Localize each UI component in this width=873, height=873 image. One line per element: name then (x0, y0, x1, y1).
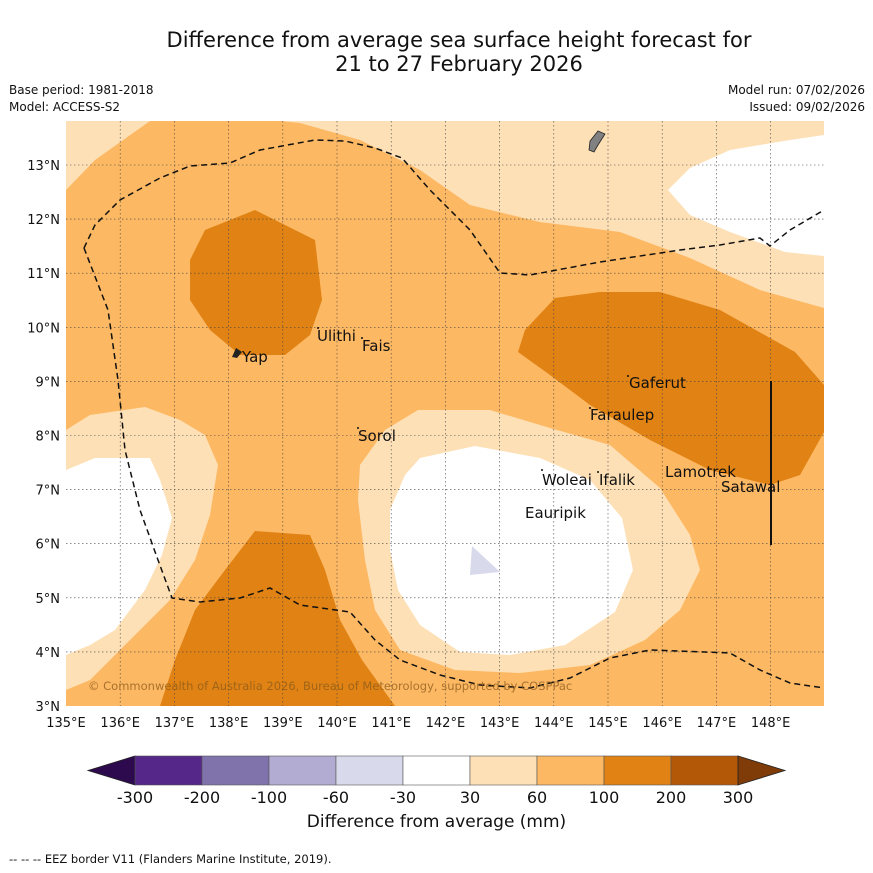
lon-label: 135°E (46, 716, 86, 731)
lat-label: 6°N (36, 538, 61, 553)
band-neg30-neg60-patch (470, 546, 500, 575)
title-line-2: 21 to 27 February 2026 (335, 52, 583, 76)
place-woleai: Woleai (542, 471, 592, 489)
colorbar-swatch (268, 755, 337, 786)
lon-label: 147°E (697, 716, 737, 731)
colorbar-title: Difference from average (mm) (306, 812, 567, 832)
colorbar-swatch (670, 755, 739, 786)
place-gaferut: Gaferut (629, 374, 686, 392)
colorbar-swatch (402, 755, 471, 786)
colorbar-swatch (603, 755, 672, 786)
lon-label: 136°E (100, 716, 140, 731)
lon-label: 139°E (263, 716, 303, 731)
colorbar: -300 -200 -100 -60 -30 30 60 100 200 300 (86, 755, 787, 807)
lon-label: 141°E (371, 716, 411, 731)
lon-label: 137°E (155, 716, 195, 731)
lat-label: 12°N (27, 213, 60, 228)
lon-label: 140°E (317, 716, 357, 731)
lat-label: 11°N (27, 267, 60, 282)
band-neutral-central (390, 446, 633, 655)
lat-label: 4°N (36, 646, 61, 661)
place-sorol: Sorol (358, 427, 396, 445)
colorbar-tick-label: -200 (184, 788, 220, 807)
band-100-200-yap (190, 210, 322, 355)
lon-label: 143°E (480, 716, 520, 731)
place-lamotrek: Lamotrek (665, 463, 736, 481)
lat-label: 5°N (36, 592, 61, 607)
place-faraulep: Faraulep (590, 406, 654, 424)
place-eauripik: Eauripik (525, 504, 586, 522)
colorbar-tick-label: -30 (390, 788, 416, 807)
colorbar-extend-high (737, 755, 787, 786)
lon-label: 148°E (751, 716, 791, 731)
latitude-labels: 13°N 12°N 11°N 10°N 9°N 8°N 7°N 6°N 5°N 4°N 3°N (27, 159, 60, 715)
lon-label: 144°E (534, 716, 574, 731)
lat-label: 8°N (36, 430, 61, 445)
model-name: Model: ACCESS-S2 (9, 100, 121, 114)
band-30-60-top-right (280, 121, 824, 308)
lon-label: 145°E (588, 716, 628, 731)
colorbar-swatch (335, 755, 404, 786)
colorbar-swatch (536, 755, 605, 786)
copyright-note: © Commonwealth of Australia 2026, Bureau… (88, 679, 572, 693)
meta-left: Base period: 1981-2018 Model: ACCESS-S2 (9, 82, 154, 116)
lat-label: 13°N (27, 159, 60, 174)
band-100-200-south (160, 531, 395, 706)
place-ulithi: Ulithi (317, 327, 356, 345)
band-30-60-top-left (66, 121, 150, 190)
base-period: Base period: 1981-2018 (9, 83, 154, 97)
colorbar-tick-label: 300 (723, 788, 754, 807)
eez-footnote: -- -- -- EEZ border V11 (Flanders Marine… (9, 852, 332, 866)
lat-label: 9°N (36, 375, 61, 390)
band-neutral-west (66, 458, 172, 655)
longitude-labels: 135°E 136°E 137°E 138°E 139°E 140°E 141°E 142°E… (46, 716, 790, 731)
colorbar-extend-low (86, 755, 136, 786)
title-line-1: Difference from average sea surface heig… (166, 28, 752, 52)
sea-height-contours (66, 121, 824, 706)
colorbar-swatch (469, 755, 538, 786)
meta-right: Model run: 07/02/2026 Issued: 09/02/2026 (728, 82, 865, 116)
gridlines (66, 121, 824, 706)
colorbar-tick-label: 30 (460, 788, 480, 807)
colorbar-tick-label: 60 (527, 788, 547, 807)
lat-label: 3°N (36, 700, 61, 715)
colorbar-tick-label: 100 (589, 788, 620, 807)
guam-island (588, 130, 606, 153)
place-satawal: Satawal (721, 478, 780, 496)
place-fais: Fais (362, 337, 391, 355)
colorbar-tick-label: -100 (251, 788, 287, 807)
lat-label: 7°N (36, 484, 61, 499)
place-yap: Yap (241, 348, 268, 366)
lon-label: 138°E (209, 716, 249, 731)
colorbar-tick-label: 200 (656, 788, 687, 807)
band-100-200-east (518, 292, 824, 485)
eez-border (83, 139, 825, 689)
place-ifalik: Ifalik (599, 471, 635, 489)
colorbar-tick-label: -60 (323, 788, 349, 807)
colorbar-swatch (201, 755, 270, 786)
lat-label: 10°N (27, 321, 60, 336)
colorbar-tick-label: -300 (117, 788, 153, 807)
chart-title: Difference from average sea surface heig… (100, 28, 818, 76)
place-dots (317, 327, 629, 473)
lon-label: 142°E (426, 716, 466, 731)
lon-label: 146°E (642, 716, 682, 731)
issued-date: Issued: 09/02/2026 (749, 100, 865, 114)
colorbar-swatch (134, 755, 203, 786)
yap-island (232, 348, 242, 358)
model-run: Model run: 07/02/2026 (727, 83, 865, 97)
